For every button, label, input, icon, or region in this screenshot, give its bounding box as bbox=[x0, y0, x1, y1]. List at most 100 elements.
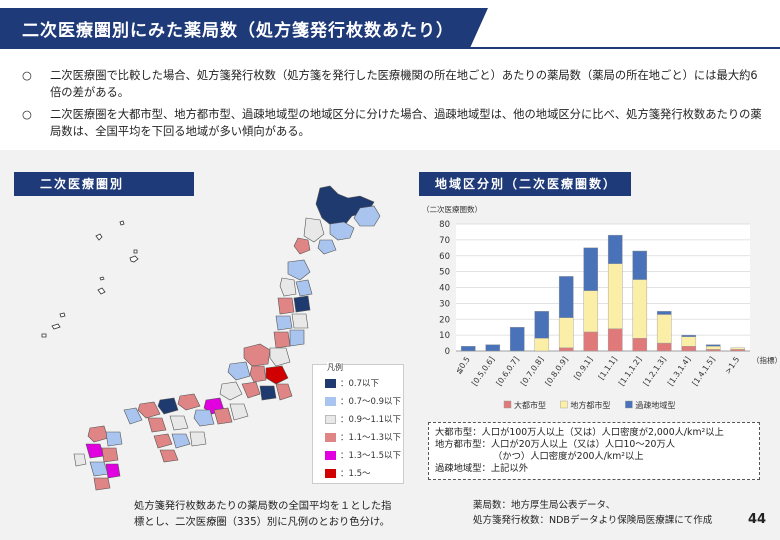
legend-swatch bbox=[625, 400, 633, 409]
source-line: 処方箋発行枚数：NDBデータより保険局医療課にて作成 bbox=[473, 515, 713, 526]
legend-label: ：0.9～1.1以下 bbox=[340, 415, 402, 425]
bullet-mark: ○ bbox=[22, 69, 32, 82]
y-tick-label: 50 bbox=[439, 268, 450, 278]
legend-label: 過疎地域型 bbox=[635, 400, 675, 410]
shikoku bbox=[153, 431, 207, 463]
x-tick-label: [1.3,1.4] bbox=[666, 355, 693, 388]
page-title: 二次医療圏別にみた薬局数（処方箋発行枚数あたり） bbox=[22, 21, 454, 41]
section-label-chart: 地域区分別（二次医療圏数） bbox=[419, 172, 631, 196]
hokkaido bbox=[293, 185, 381, 255]
definition-separator: ： bbox=[472, 427, 482, 438]
x-tick-label: [1,1.1] bbox=[597, 355, 619, 381]
y-tick-label: 30 bbox=[439, 299, 450, 309]
bar-segment bbox=[705, 344, 721, 347]
bar-segment bbox=[632, 279, 648, 339]
bullet-text: 二次医療圏で比較した場合、処方箋発行枚数（処方箋を発行した医療機関の所在地ごと）… bbox=[50, 69, 758, 99]
bar-segment bbox=[705, 349, 721, 352]
bar-segment bbox=[558, 347, 574, 352]
section-label-map: 二次医療圏別 bbox=[14, 172, 194, 196]
definition-row: 地方都市型：人口が20万人以上（又は）人口10～20万人 bbox=[435, 439, 753, 451]
y-unit-label: （二次医療圏数） bbox=[422, 204, 482, 214]
bar-segment bbox=[607, 234, 623, 264]
honshu-kanto-chubu bbox=[203, 343, 293, 415]
legend-label: ：0.7～0.9以下 bbox=[340, 397, 402, 407]
definition-text: 上記以外 bbox=[490, 463, 529, 474]
x-tick-label: [0.6,0.7] bbox=[494, 355, 521, 388]
stacked-bar-chart: （二次医療圏数）01020304050607080≦0.5[0.5,0.6][0… bbox=[422, 204, 780, 410]
bar-segment bbox=[558, 276, 574, 318]
bar-segment bbox=[681, 336, 697, 347]
x-tick-label: [1.1,1.2] bbox=[617, 355, 644, 388]
legend-swatch bbox=[503, 400, 512, 409]
map-note-line: 処方箋発行枚数あたりの薬局数の全国平均を１とした指 bbox=[134, 500, 392, 512]
x-tick-label: [1.2,1.3] bbox=[641, 355, 668, 388]
title-background-edge bbox=[470, 8, 488, 48]
bullet-text: 二次医療圏を大都市型、地方都市型、過疎地域型の地域区分に分けた場合、過疎地域型は… bbox=[50, 108, 762, 138]
legend-label: ：1.5～ bbox=[340, 469, 371, 479]
legend-swatch bbox=[325, 432, 336, 442]
bar-segment bbox=[607, 263, 623, 329]
bar-segment bbox=[730, 349, 746, 352]
x-tick-label: [0.9,1] bbox=[572, 355, 594, 381]
definition-row: 大都市型：人口が100万人以上（又は）人口密度が2,000人/km²以上 bbox=[435, 427, 753, 439]
x-tick-label: [1.4,1.5] bbox=[690, 355, 717, 388]
title-bar: 二次医療圏別にみた薬局数（処方箋発行枚数あたり） bbox=[0, 0, 780, 50]
japan-choropleth-map bbox=[41, 185, 381, 491]
legend-item: ：0.7以下 bbox=[325, 377, 379, 389]
okinawa-islands bbox=[41, 220, 139, 338]
bar-segment bbox=[632, 250, 648, 280]
legend-swatch bbox=[325, 450, 336, 460]
definition-label: 過疎地域型 bbox=[435, 463, 482, 474]
x-tick-label: >1.5 bbox=[723, 355, 741, 376]
definition-row: （かつ）人口密度が200人/km²以上 bbox=[435, 451, 753, 463]
bar-segment bbox=[656, 314, 672, 344]
y-tick-label: 70 bbox=[439, 236, 450, 246]
kyushu bbox=[73, 425, 123, 491]
legend-swatch bbox=[560, 400, 568, 409]
bar-segment bbox=[583, 290, 599, 333]
legend-swatch bbox=[325, 378, 336, 388]
bar-segment bbox=[730, 347, 746, 350]
bar-segment bbox=[681, 334, 697, 337]
map-note: 処方箋発行枚数あたりの薬局数の全国平均を１とした指 標とし、二次医療圏（335）… bbox=[134, 498, 434, 530]
legend-swatch bbox=[325, 414, 336, 424]
bar-segment bbox=[558, 317, 574, 349]
y-tick-label: 60 bbox=[439, 252, 450, 262]
definition-label: 地方都市型 bbox=[435, 439, 482, 450]
x-tick-label: [0.7,0.8] bbox=[519, 355, 546, 388]
y-tick-label: 0 bbox=[445, 347, 450, 357]
bar-segment bbox=[509, 326, 525, 352]
legend-item: ：0.7～0.9以下 bbox=[325, 395, 401, 407]
definition-text: （かつ）人口密度が200人/km²以上 bbox=[493, 451, 644, 462]
definition-separator: ： bbox=[481, 439, 491, 450]
bar-segment bbox=[681, 346, 697, 352]
bar-segment bbox=[534, 311, 550, 339]
bullet-mark: ○ bbox=[22, 108, 32, 121]
x-tick-label: [0.8,0.9] bbox=[543, 355, 570, 388]
bar-segment bbox=[656, 311, 672, 315]
legend-label: ：1.3～1.5以下 bbox=[340, 451, 402, 461]
bar-segment bbox=[583, 247, 599, 291]
legend-label: 大都市型 bbox=[514, 400, 546, 410]
bar-segment bbox=[534, 338, 550, 352]
bar-segment bbox=[632, 338, 648, 352]
definition-row: 過疎地域型：上記以外 bbox=[435, 463, 753, 475]
title-background bbox=[0, 8, 470, 48]
page-number: 44 bbox=[748, 512, 767, 527]
y-tick-label: 10 bbox=[439, 331, 450, 341]
y-tick-label: 80 bbox=[439, 220, 450, 230]
data-source: 薬局数：地方厚生局公表データ、 処方箋発行枚数：NDBデータより保険局医療課にて… bbox=[473, 498, 712, 528]
legend-label: ：0.7以下 bbox=[340, 379, 380, 389]
bullet-point-1: ○ 二次医療圏で比較した場合、処方箋発行枚数（処方箋を発行した医療機関の所在地ご… bbox=[22, 67, 762, 101]
map-legend: 凡例 ：0.7以下 ：0.7～0.9以下 ：0.9～1.1以下 ：1.1～1.3… bbox=[312, 362, 404, 484]
y-tick-label: 20 bbox=[439, 315, 450, 325]
definition-separator: ： bbox=[481, 463, 491, 474]
legend-swatch bbox=[325, 468, 336, 478]
legend-item: ：0.9～1.1以下 bbox=[325, 413, 401, 425]
x-tick-label: [0.5,0.6] bbox=[470, 355, 497, 388]
bar-segment bbox=[607, 328, 623, 352]
legend-swatch bbox=[325, 396, 336, 406]
legend-item: ：1.5～ bbox=[325, 467, 371, 479]
region-definitions: 大都市型：人口が100万人以上（又は）人口密度が2,000人/km²以上 地方都… bbox=[428, 422, 760, 480]
y-tick-label: 40 bbox=[439, 284, 450, 294]
